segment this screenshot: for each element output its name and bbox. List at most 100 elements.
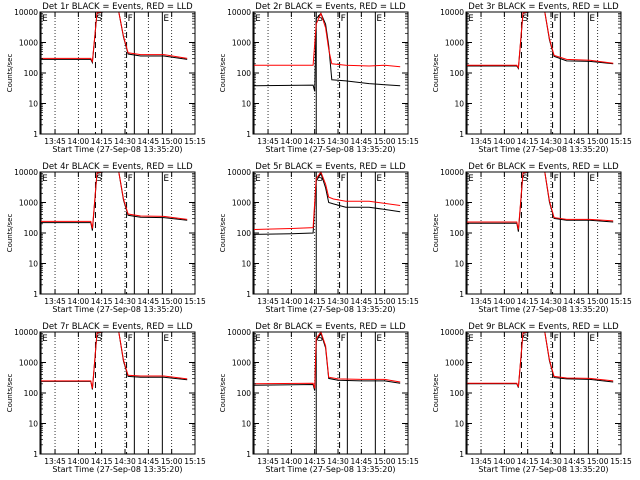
event-marker-label: S xyxy=(96,174,102,184)
lld-series-line xyxy=(253,170,401,230)
x-axis-label: Start Time (27-Sep-08 13:35:20) xyxy=(478,465,608,474)
x-axis-label: Start Time (27-Sep-08 13:35:20) xyxy=(265,145,395,154)
chart-title: Det 6r BLACK = Events, RED = LLD xyxy=(468,162,619,172)
event-marker-label: S xyxy=(317,334,323,344)
y-tick-label: 1 xyxy=(459,130,464,139)
y-tick-label: 10000 xyxy=(14,168,38,177)
x-tick-label: 15:00 xyxy=(374,297,396,306)
x-tick-label: 14:00 xyxy=(68,297,90,306)
y-tick-label: 1000 xyxy=(232,199,251,208)
x-tick-label: 15:15 xyxy=(610,297,632,306)
chart-title: Det 9r BLACK = Events, RED = LLD xyxy=(468,322,619,332)
x-tick-label: 14:30 xyxy=(540,297,562,306)
chart-panel: Det 6r BLACK = Events, RED = LLD Counts/s… xyxy=(432,162,632,314)
y-tick-label: 1000 xyxy=(232,359,251,368)
y-tick-label: 100 xyxy=(450,389,465,398)
x-tick-label: 14:15 xyxy=(517,137,539,146)
x-tick-label: 14:15 xyxy=(91,457,113,466)
chart-panel: Det 1r BLACK = Events, RED = LLD Counts/s… xyxy=(6,2,206,154)
event-marker-label: E xyxy=(468,174,474,184)
x-tick-label: 14:45 xyxy=(564,137,586,146)
x-tick-label: 13:45 xyxy=(257,457,279,466)
x-tick-label: 14:45 xyxy=(351,457,373,466)
y-tick-label: 1 xyxy=(33,450,38,459)
chart-title: Det 3r BLACK = Events, RED = LLD xyxy=(468,2,619,12)
events-series-line xyxy=(253,172,401,235)
x-tick-label: 14:30 xyxy=(327,297,349,306)
event-marker-label: F xyxy=(554,174,559,184)
x-tick-label: 14:00 xyxy=(494,137,516,146)
event-marker-label: S xyxy=(317,14,323,24)
event-marker-label: E xyxy=(376,14,382,24)
x-tick-label: 13:45 xyxy=(257,297,279,306)
y-tick-label: 1000 xyxy=(445,359,464,368)
x-tick-label: 14:00 xyxy=(68,457,90,466)
event-marker-label: E xyxy=(468,334,474,344)
y-tick-label: 10 xyxy=(28,100,38,109)
x-tick-label: 14:00 xyxy=(281,297,303,306)
x-tick-label: 13:45 xyxy=(470,297,492,306)
events-series-line xyxy=(253,12,401,92)
y-axis-label: Counts/sec xyxy=(6,54,14,93)
y-tick-label: 100 xyxy=(24,229,39,238)
chart-panel: Det 4r BLACK = Events, RED = LLD Counts/s… xyxy=(6,162,206,314)
x-tick-label: 14:45 xyxy=(564,297,586,306)
y-tick-label: 100 xyxy=(237,229,252,238)
x-tick-label: 14:30 xyxy=(540,137,562,146)
y-tick-label: 10000 xyxy=(14,328,38,337)
x-tick-label: 15:15 xyxy=(610,137,632,146)
x-tick-label: 14:30 xyxy=(114,137,136,146)
event-marker-label: S xyxy=(522,334,528,344)
event-marker-label: E xyxy=(255,174,261,184)
y-tick-label: 10 xyxy=(28,420,38,429)
y-axis-label: Counts/sec xyxy=(6,374,14,413)
y-tick-label: 10 xyxy=(454,100,464,109)
x-tick-label: 14:15 xyxy=(304,137,326,146)
x-tick-label: 14:00 xyxy=(281,457,303,466)
x-tick-label: 14:15 xyxy=(91,297,113,306)
lld-series-line xyxy=(253,330,401,389)
x-tick-label: 14:15 xyxy=(517,297,539,306)
x-tick-label: 14:45 xyxy=(351,137,373,146)
x-tick-label: 15:15 xyxy=(184,457,206,466)
chart-panel: Det 5r BLACK = Events, RED = LLD Counts/s… xyxy=(219,162,419,314)
y-axis-label: Counts/sec xyxy=(6,214,14,253)
event-marker-label: F xyxy=(128,334,133,344)
event-marker-label: F xyxy=(128,174,133,184)
y-tick-label: 1000 xyxy=(445,39,464,48)
event-marker-label: E xyxy=(589,14,595,24)
event-marker-label: E xyxy=(255,14,261,24)
event-marker-label: E xyxy=(589,334,595,344)
event-marker-label: E xyxy=(163,14,169,24)
x-tick-label: 15:15 xyxy=(184,137,206,146)
event-marker-label: F xyxy=(341,14,346,24)
x-tick-label: 15:15 xyxy=(184,297,206,306)
y-tick-label: 10 xyxy=(28,260,38,269)
x-tick-label: 14:00 xyxy=(494,457,516,466)
x-tick-label: 14:00 xyxy=(494,297,516,306)
x-axis-label: Start Time (27-Sep-08 13:35:20) xyxy=(265,465,395,474)
x-tick-label: 15:15 xyxy=(610,457,632,466)
y-tick-label: 1 xyxy=(33,130,38,139)
chart-title: Det 8r BLACK = Events, RED = LLD xyxy=(255,322,406,332)
x-tick-label: 15:00 xyxy=(161,457,183,466)
x-tick-label: 15:00 xyxy=(374,137,396,146)
event-marker-label: E xyxy=(376,174,382,184)
y-tick-label: 1 xyxy=(246,450,251,459)
event-marker-label: F xyxy=(341,174,346,184)
y-tick-label: 1000 xyxy=(19,39,38,48)
y-tick-label: 10 xyxy=(241,260,251,269)
x-tick-label: 14:00 xyxy=(281,137,303,146)
chart-panel: Det 9r BLACK = Events, RED = LLD Counts/s… xyxy=(432,322,632,474)
x-tick-label: 13:45 xyxy=(257,137,279,146)
chart-panel: Det 2r BLACK = Events, RED = LLD Counts/s… xyxy=(219,2,419,154)
x-tick-label: 14:45 xyxy=(138,137,160,146)
event-marker-label: F xyxy=(341,334,346,344)
x-tick-label: 15:00 xyxy=(374,457,396,466)
y-axis-label: Counts/sec xyxy=(432,214,440,253)
y-tick-label: 10000 xyxy=(440,168,464,177)
y-tick-label: 10 xyxy=(454,420,464,429)
x-tick-label: 15:00 xyxy=(161,297,183,306)
event-marker-label: S xyxy=(317,174,323,184)
chart-title: Det 4r BLACK = Events, RED = LLD xyxy=(42,162,193,172)
